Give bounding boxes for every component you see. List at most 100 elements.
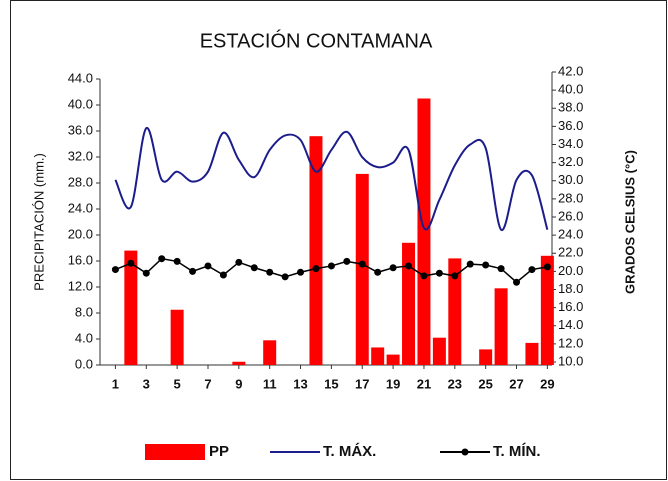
y2-tick-label: 40.0	[558, 82, 583, 97]
bar	[232, 361, 246, 365]
marker	[405, 262, 413, 270]
bar	[432, 337, 446, 365]
x-tick-label: 23	[448, 376, 462, 391]
y-tick-label: 40.0	[68, 96, 93, 111]
marker	[466, 260, 474, 268]
y2-tick-label: 22.0	[558, 245, 583, 260]
legend-label: T. MÍN.	[493, 443, 541, 460]
y2-tick-label: 14.0	[558, 317, 583, 332]
marker	[543, 263, 551, 271]
marker	[297, 268, 305, 276]
marker	[312, 265, 320, 273]
y2-tick-label: 30.0	[558, 172, 583, 187]
marker	[343, 257, 351, 265]
x-tick-label: 9	[235, 376, 242, 391]
x-tick-label: 11	[263, 376, 277, 391]
bar	[263, 340, 277, 365]
y2-axis-label: GRADOS CELSIUS (°C)	[622, 150, 637, 294]
marker	[235, 258, 243, 266]
frame	[10, 0, 667, 480]
marker	[497, 265, 505, 273]
x-tick-label: 19	[386, 376, 400, 391]
bar	[124, 250, 138, 365]
marker	[219, 271, 227, 279]
y2-tick-label: 28.0	[558, 190, 583, 205]
marker	[389, 264, 397, 272]
legend-label: PP	[209, 443, 229, 460]
marker	[513, 278, 521, 286]
chart-title: ESTACIÓN CONTAMANA	[200, 29, 433, 52]
y-tick-label: 0.0	[75, 356, 93, 371]
x-tick-label: 3	[143, 376, 150, 391]
bar	[494, 288, 508, 365]
marker	[482, 261, 490, 269]
y-tick-label: 4.0	[75, 330, 93, 345]
y2-tick-label: 24.0	[558, 227, 583, 242]
legend-marker	[461, 448, 469, 456]
y2-tick-label: 10.0	[558, 353, 583, 368]
bar	[417, 98, 431, 365]
marker	[158, 255, 166, 263]
bar	[355, 173, 369, 365]
legend-label: T. MÁX.	[323, 443, 376, 460]
y2-tick-label: 16.0	[558, 299, 583, 314]
marker	[358, 260, 366, 268]
marker	[435, 269, 443, 277]
marker	[374, 268, 382, 276]
y2-tick-label: 36.0	[558, 118, 583, 133]
marker	[142, 269, 150, 277]
y2-tick-label: 20.0	[558, 263, 583, 278]
x-tick-label: 15	[324, 376, 338, 391]
bar	[448, 258, 462, 365]
marker	[420, 272, 428, 280]
y-tick-label: 12.0	[68, 278, 93, 293]
line	[114, 127, 549, 231]
marker	[127, 259, 135, 267]
y2-tick-label: 42.0	[558, 63, 583, 78]
x-tick-label: 29	[540, 376, 554, 391]
y2-tick-label: 26.0	[558, 208, 583, 223]
bar	[309, 136, 323, 365]
x-tick-label: 5	[174, 376, 181, 391]
bar	[371, 347, 385, 365]
y2-tick-label: 32.0	[558, 154, 583, 169]
marker	[451, 272, 459, 280]
marker	[266, 268, 274, 276]
marker	[327, 262, 335, 270]
x-tick-label: 27	[509, 376, 523, 391]
y2-tick-label: 34.0	[558, 136, 583, 151]
y2-tick-label: 18.0	[558, 281, 583, 296]
y-tick-label: 28.0	[68, 174, 93, 189]
marker	[281, 273, 289, 281]
x-tick-label: 25	[478, 376, 492, 391]
marker	[528, 266, 536, 274]
x-tick-label: 17	[355, 376, 369, 391]
y-tick-label: 20.0	[68, 226, 93, 241]
marker	[189, 267, 197, 275]
bar	[170, 309, 184, 365]
x-tick-label: 13	[293, 376, 307, 391]
legend-swatch	[145, 444, 205, 460]
x-tick-label: 1	[112, 376, 119, 391]
y-tick-label: 24.0	[68, 200, 93, 215]
bar	[525, 342, 539, 365]
bar	[479, 349, 493, 365]
marker	[173, 257, 181, 265]
y-tick-label: 32.0	[68, 148, 93, 163]
bar	[386, 354, 400, 365]
marker	[111, 266, 119, 274]
y2-tick-label: 12.0	[558, 335, 583, 350]
y-tick-label: 36.0	[68, 122, 93, 137]
bar	[540, 255, 554, 365]
marker	[204, 262, 212, 270]
x-tick-label: 21	[417, 376, 431, 391]
y-axis-label: PRECIPITACIÓN (mm.)	[31, 153, 46, 291]
y-tick-label: 16.0	[68, 252, 93, 267]
bar	[402, 242, 416, 365]
marker	[250, 264, 258, 272]
x-tick-label: 7	[204, 376, 211, 391]
y2-tick-label: 38.0	[558, 100, 583, 115]
y-tick-label: 44.0	[68, 70, 93, 85]
y-tick-label: 8.0	[75, 304, 93, 319]
